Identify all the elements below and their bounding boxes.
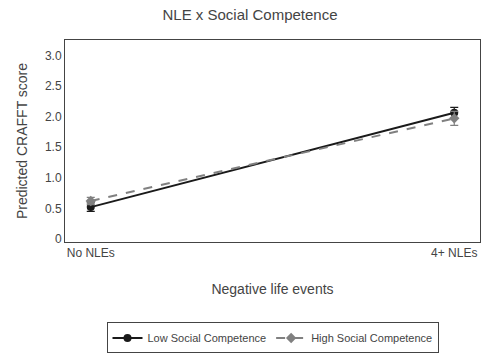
svg-text:1.0: 1.0 bbox=[45, 171, 62, 185]
svg-text:No NLEs: No NLEs bbox=[67, 246, 115, 260]
svg-text:4+ NLEs: 4+ NLEs bbox=[431, 246, 477, 260]
svg-text:Low Social Competence: Low Social Competence bbox=[148, 332, 267, 344]
svg-text:0.5: 0.5 bbox=[45, 202, 62, 216]
svg-text:Negative life events: Negative life events bbox=[211, 281, 333, 297]
svg-text:High Social Competence: High Social Competence bbox=[311, 332, 432, 344]
svg-text:Predicted CRAFFT score: Predicted CRAFFT score bbox=[14, 63, 30, 219]
svg-text:3.0: 3.0 bbox=[45, 49, 62, 63]
svg-text:NLE x Social Competence: NLE x Social Competence bbox=[162, 6, 337, 23]
svg-text:2.5: 2.5 bbox=[45, 79, 62, 93]
svg-text:1.5: 1.5 bbox=[45, 140, 62, 154]
svg-text:2.0: 2.0 bbox=[45, 110, 62, 124]
svg-text:0: 0 bbox=[55, 232, 62, 246]
